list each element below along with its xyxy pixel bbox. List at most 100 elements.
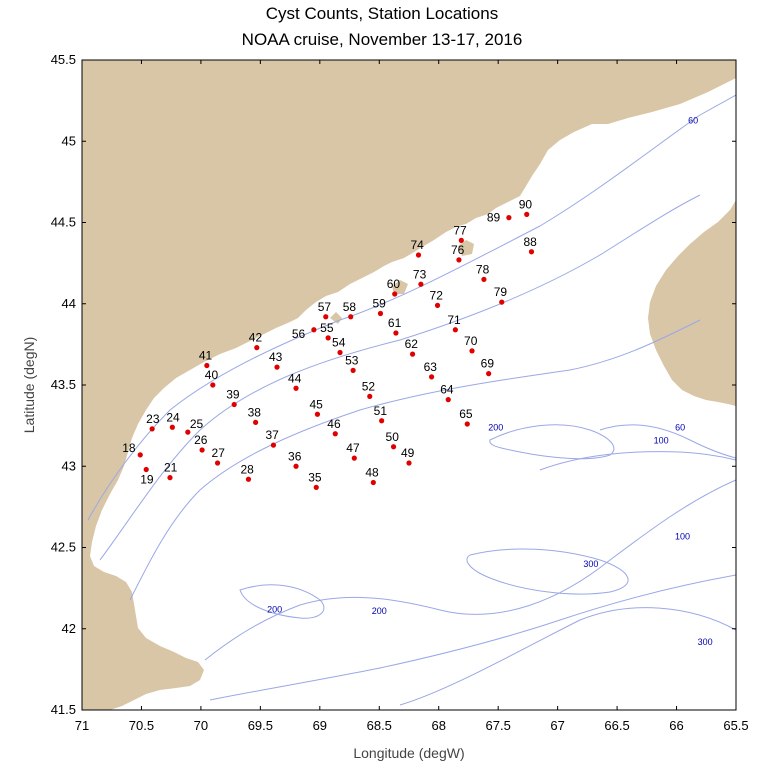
station-dot (311, 327, 317, 333)
station-dot (254, 345, 260, 351)
station-label: 21 (164, 461, 178, 475)
station-dot (392, 291, 398, 297)
station-dot (214, 460, 221, 466)
station-dot (406, 460, 412, 466)
station-26: 26 (194, 433, 208, 453)
station-50: 50 (386, 430, 399, 450)
y-tick-label: 42.5 (51, 540, 76, 555)
station-label: 47 (346, 441, 360, 455)
station-dot (428, 374, 435, 380)
station-label: 39 (226, 388, 240, 402)
station-label: 89 (487, 211, 501, 225)
x-tick-label: 67 (550, 718, 564, 733)
x-tick-label: 65.5 (723, 718, 748, 733)
x-tick-label: 68 (431, 718, 445, 733)
y-tick-label: 44 (62, 296, 76, 311)
station-dot (434, 302, 441, 308)
station-label: 46 (327, 417, 341, 431)
station-label: 45 (309, 397, 323, 411)
contour-label: 200 (488, 423, 503, 433)
contour-labels: 60 60 100 100 200 200 200 300 300 (267, 115, 712, 647)
station-dot (524, 211, 530, 217)
station-label: 59 (372, 297, 386, 311)
station-dot (270, 442, 277, 448)
station-label: 57 (318, 300, 332, 314)
station-dot (231, 401, 237, 408)
station-label: 53 (345, 353, 359, 367)
station-dot (351, 455, 357, 461)
station-88: 88 (523, 235, 537, 255)
station-27: 27 (212, 446, 226, 466)
station-label: 76 (451, 243, 465, 257)
x-axis-title: Longitude (degW) (353, 745, 464, 761)
station-42: 42 (249, 331, 262, 351)
station-59: 59 (372, 297, 386, 317)
y-tick-label: 45.5 (51, 52, 76, 67)
land-island (330, 312, 342, 324)
station-label: 25 (190, 417, 204, 431)
station-21: 21 (164, 461, 178, 481)
station-24: 24 (166, 410, 180, 430)
station-69: 69 (481, 357, 494, 377)
y-axis-title: Latitude (degN) (21, 337, 37, 434)
contour-label: 200 (267, 605, 282, 615)
station-dot (499, 299, 505, 305)
station-dot (350, 367, 356, 373)
station-label: 41 (199, 349, 213, 363)
station-51: 51 (374, 404, 387, 424)
station-label: 90 (519, 197, 533, 211)
station-dot (245, 476, 252, 482)
contour-line (129, 319, 701, 601)
station-label: 58 (343, 300, 357, 314)
station-47: 47 (346, 441, 360, 461)
station-dot (293, 385, 299, 391)
station-dot (506, 215, 512, 221)
station-label: 26 (194, 433, 208, 447)
station-57: 57 (318, 300, 332, 320)
basemap (82, 60, 736, 710)
station-90: 90 (519, 197, 533, 217)
station-label: 43 (269, 350, 283, 364)
station-dot (456, 257, 462, 263)
station-label: 79 (494, 285, 508, 299)
station-label: 48 (365, 466, 379, 480)
station-label: 19 (140, 473, 154, 487)
station-label: 36 (288, 449, 302, 463)
station-dot (167, 475, 173, 481)
station-48: 48 (365, 466, 379, 486)
station-dot (149, 426, 155, 432)
station-49: 49 (401, 446, 415, 466)
station-label: 28 (240, 462, 254, 476)
x-tick-label: 66 (669, 718, 683, 733)
station-63: 63 (424, 360, 437, 380)
station-label: 18 (122, 441, 136, 455)
station-dot (379, 418, 385, 424)
y-tick-label: 41.5 (51, 702, 76, 717)
station-label: 77 (453, 223, 467, 237)
station-label: 62 (405, 337, 419, 351)
x-tick-label: 70 (194, 718, 208, 733)
station-label: 24 (166, 410, 180, 424)
station-61: 61 (388, 316, 402, 336)
station-40: 40 (205, 368, 218, 388)
y-axis: 41.5 42 42.5 43 43.5 44 44.5 45 45.5 (51, 52, 736, 717)
contour-line (489, 424, 615, 460)
station-dot (390, 444, 397, 450)
station-77: 77 (453, 223, 467, 243)
station-dot (253, 419, 259, 425)
y-tick-label: 44.5 (51, 215, 76, 230)
station-89: 89 (487, 211, 512, 225)
station-label: 27 (212, 446, 226, 460)
station-70: 70 (464, 334, 478, 354)
station-73: 73 (413, 267, 427, 287)
station-dot (204, 362, 210, 369)
station-label: 54 (332, 336, 346, 350)
x-tick-label: 68.5 (367, 718, 392, 733)
station-dot (486, 371, 492, 377)
station-dot (313, 484, 319, 490)
contour-label: 200 (372, 606, 387, 616)
land-nova-scotia (648, 200, 736, 406)
contour-label: 100 (675, 531, 690, 541)
station-53: 53 (345, 353, 359, 373)
station-dot (458, 237, 464, 243)
